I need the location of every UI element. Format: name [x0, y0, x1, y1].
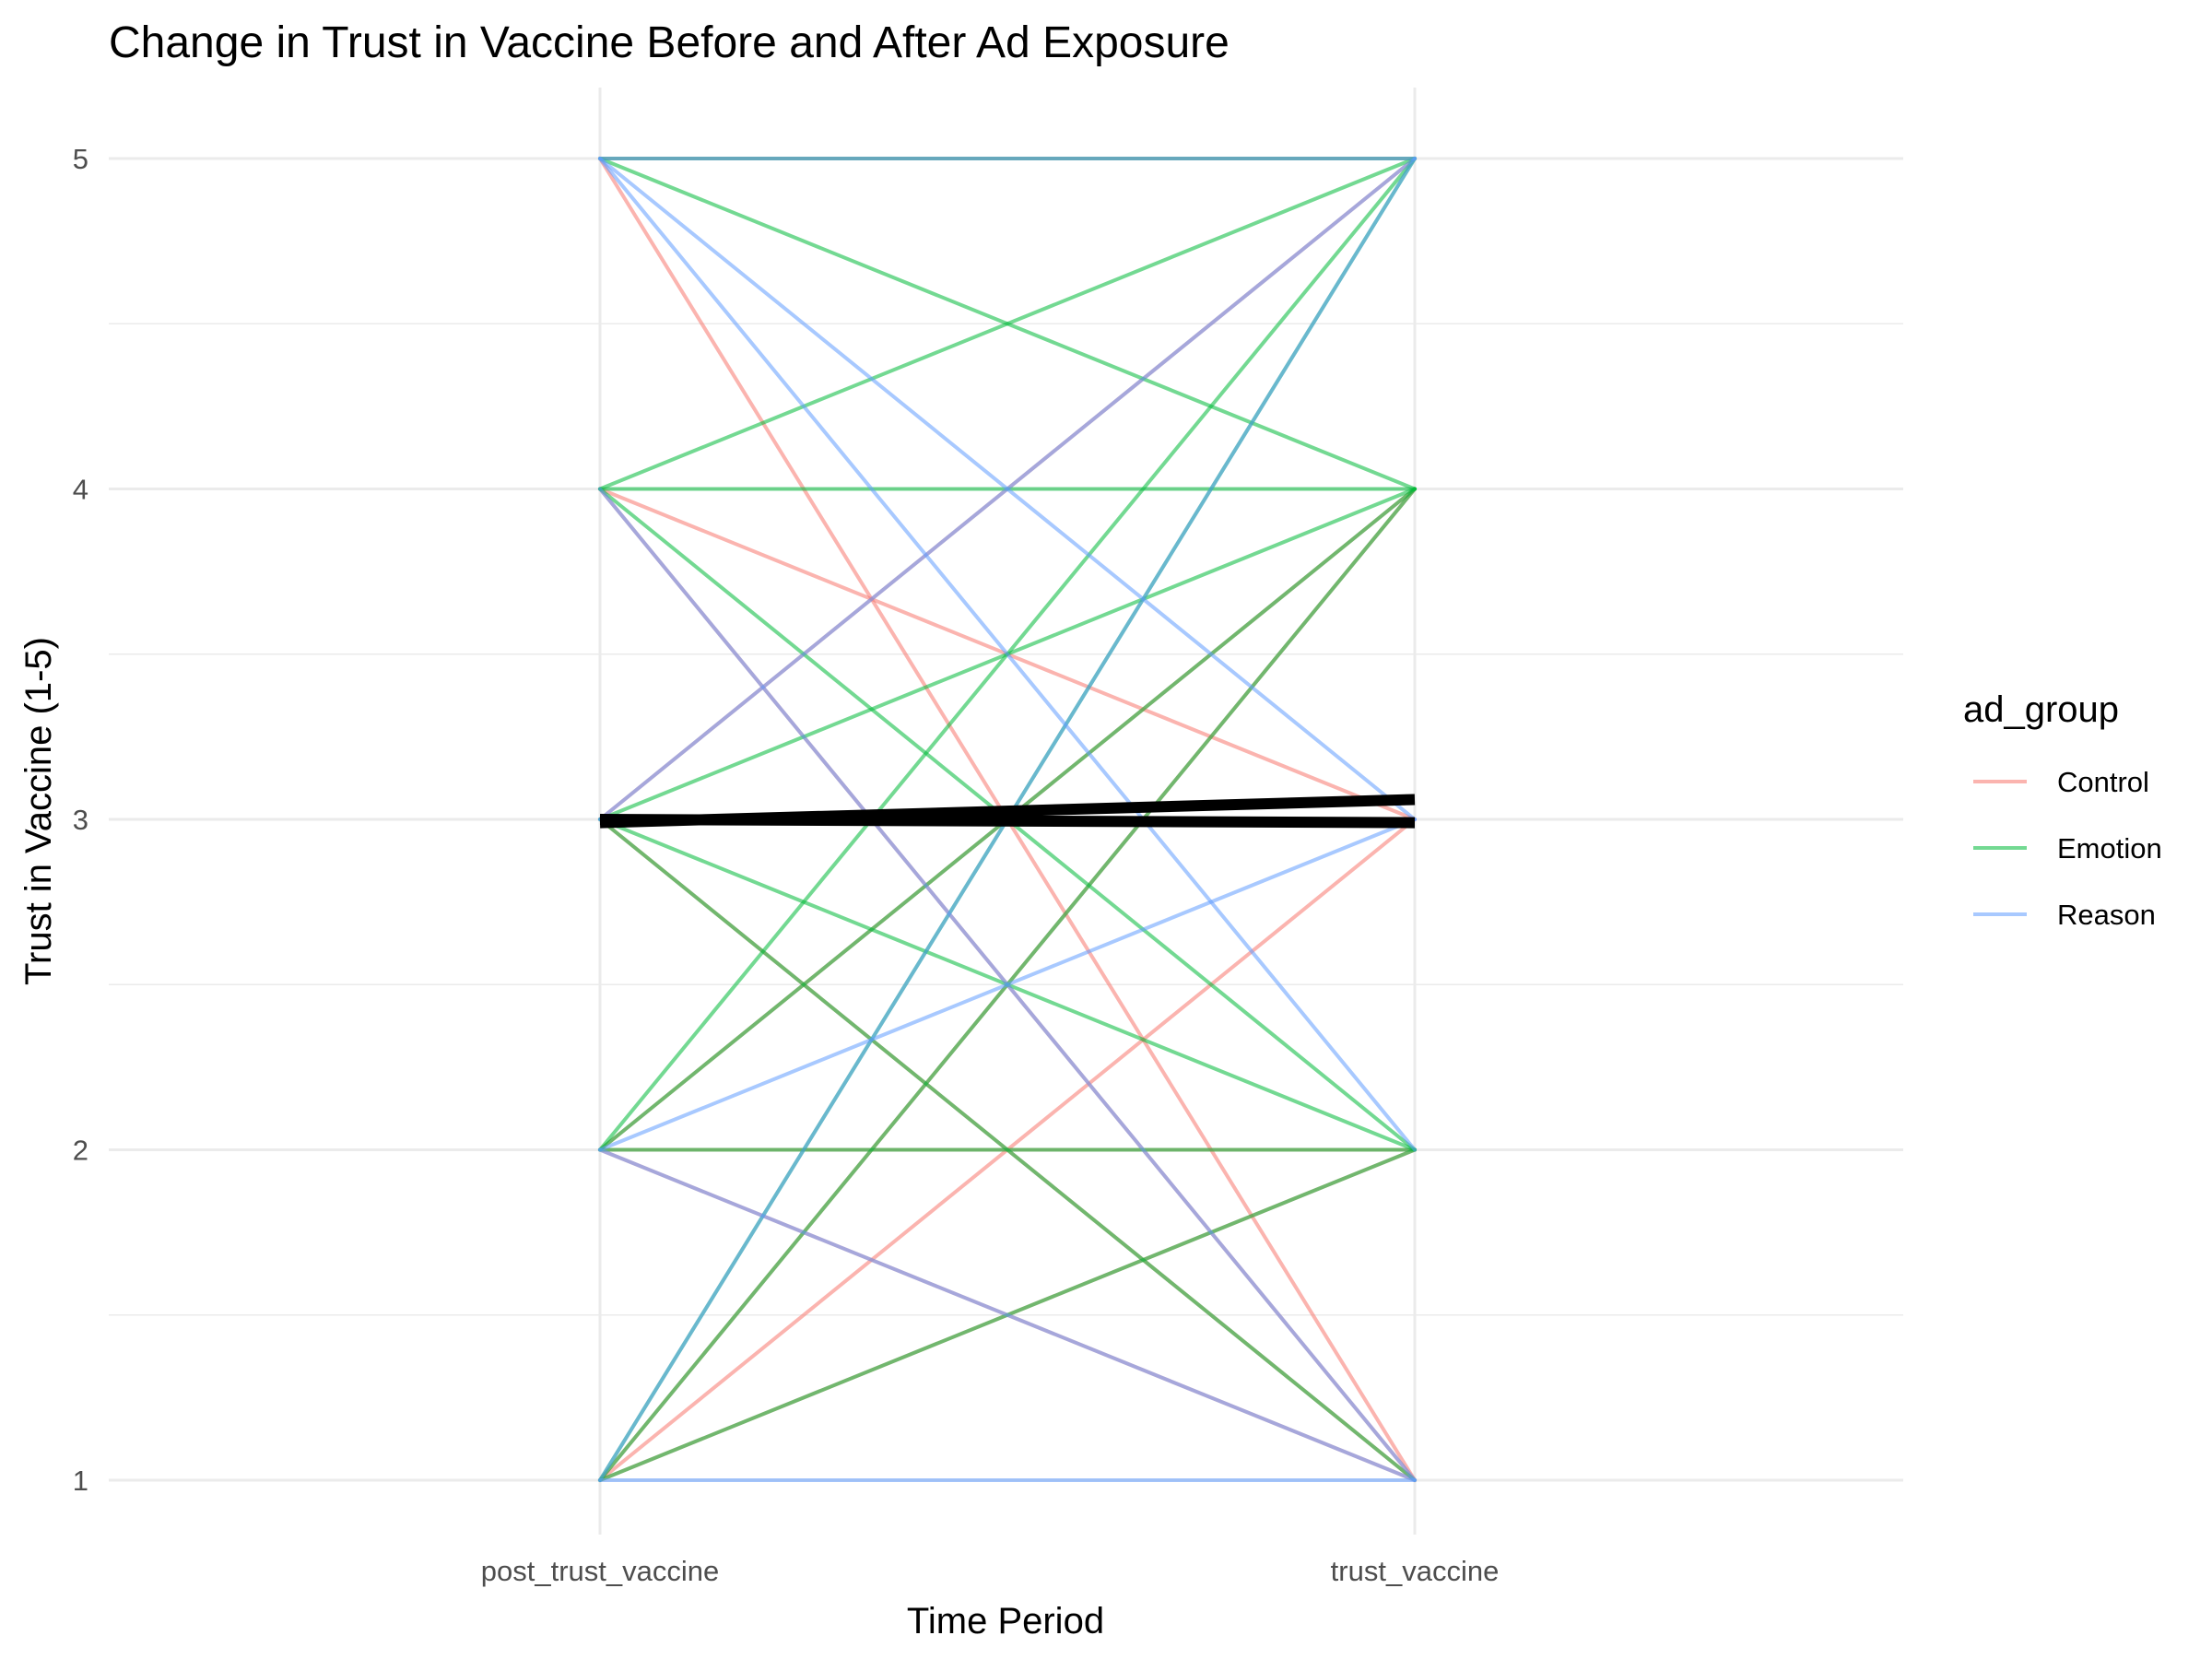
legend: ad_group Control Emotion Reason — [1963, 689, 2162, 931]
x-tick-label: post_trust_vaccine — [481, 1555, 719, 1587]
series-line-reason — [598, 157, 1417, 1152]
series-line-reason — [598, 157, 1417, 821]
y-tick-label: 3 — [73, 804, 88, 836]
y-tick-labels: 1 2 3 4 5 — [73, 143, 88, 1497]
series-line-emotion — [598, 157, 1417, 491]
x-axis-title: Time Period — [907, 1601, 1104, 1641]
legend-label-reason: Reason — [2057, 899, 2156, 931]
series-line-reason — [598, 818, 1417, 1152]
mean-lines — [599, 794, 1416, 829]
series-line-reason — [598, 1147, 1417, 1482]
legend-label-emotion: Emotion — [2057, 832, 2162, 865]
legend-title: ad_group — [1963, 689, 2119, 730]
y-tick-label: 2 — [73, 1135, 88, 1167]
x-tick-label: trust_vaccine — [1331, 1555, 1500, 1587]
x-tick-labels: post_trust_vaccine trust_vaccine — [481, 1555, 1500, 1587]
legend-label-control: Control — [2057, 766, 2149, 798]
y-axis-title: Trust in Vaccine (1-5) — [18, 637, 59, 985]
chart-title: Change in Trust in Vaccine Before and Af… — [109, 18, 1230, 67]
series-lines — [598, 157, 1417, 1482]
y-tick-label: 1 — [73, 1465, 88, 1497]
y-tick-label: 5 — [73, 143, 88, 175]
y-tick-label: 4 — [73, 474, 88, 506]
mean-line — [599, 814, 1416, 829]
